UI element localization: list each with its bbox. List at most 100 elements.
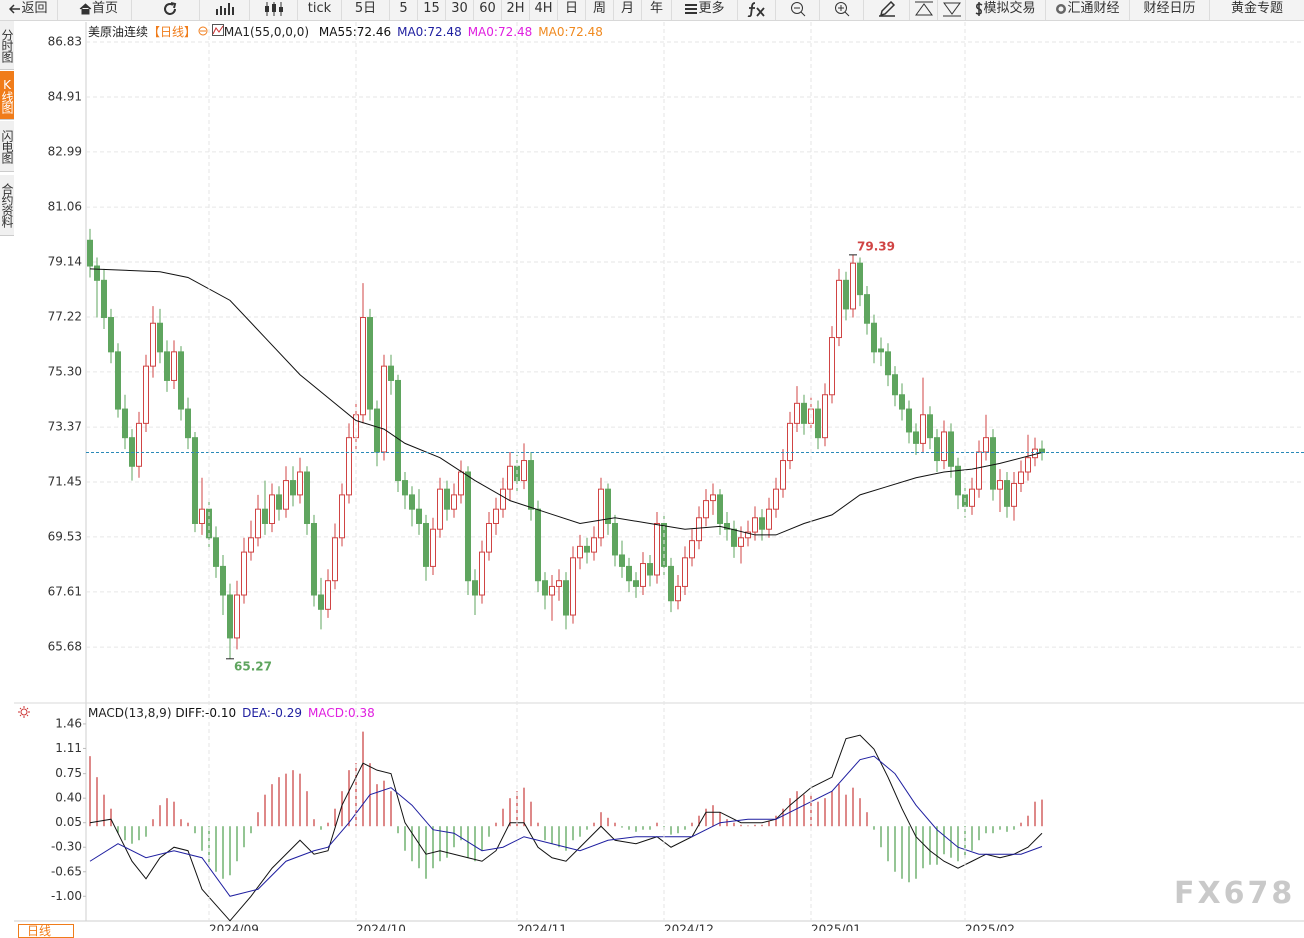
candle-body — [836, 279, 842, 339]
bar-icon — [215, 2, 234, 15]
ma-legend-entry: MA0:72.48 — [467, 25, 533, 39]
candle-body — [115, 351, 121, 410]
candle-body — [759, 517, 765, 530]
period-button[interactable]: 月 — [614, 0, 642, 20]
sim-trade-button[interactable]: 模拟交易 — [966, 0, 1046, 20]
up-button[interactable] — [910, 0, 938, 20]
candle-body — [843, 279, 849, 310]
side-tab[interactable]: 闪电图 — [0, 121, 14, 172]
bar-chart-button[interactable] — [200, 0, 250, 20]
candle-body — [206, 508, 212, 539]
candle-body — [451, 494, 457, 510]
period-button[interactable]: 15 — [418, 0, 446, 20]
period-button[interactable]: 日 — [558, 0, 586, 20]
candle-body — [815, 408, 821, 439]
candle-body — [668, 565, 674, 602]
gold-button[interactable]: 黄金专题 — [1230, 1, 1283, 16]
period-button[interactable]: tick — [298, 0, 342, 20]
y-tick-label: 73.37 — [48, 420, 82, 434]
toggle-icon[interactable] — [198, 26, 208, 36]
candle-body — [1004, 480, 1010, 507]
candle-body — [493, 508, 499, 524]
candle-body — [913, 431, 919, 444]
candle-body — [374, 408, 380, 453]
candle-body — [381, 365, 387, 453]
settings-icon[interactable] — [18, 706, 30, 718]
back-label: 返回 — [21, 1, 48, 16]
side-tab[interactable]: 合约资料 — [0, 175, 14, 236]
macd-legend-entry: MACD:0.38 — [308, 706, 375, 720]
candle-body — [304, 471, 310, 524]
candle-body — [976, 451, 982, 490]
candle-body — [633, 580, 639, 587]
candle-body — [360, 317, 366, 416]
calendar-button[interactable]: 财经日历 — [1130, 0, 1210, 20]
refresh-icon — [163, 1, 176, 15]
candle-body — [766, 508, 772, 530]
period-button[interactable]: 年 — [642, 0, 672, 20]
candle-body — [801, 402, 807, 424]
candle-body — [437, 488, 443, 530]
candle-body — [1025, 457, 1031, 473]
period-button[interactable]: 4H — [530, 0, 558, 20]
candle-body — [94, 265, 100, 281]
y-tick-label: 67.61 — [48, 584, 82, 598]
side-tab-active[interactable]: K线图 — [0, 71, 14, 120]
y-tick-label: -1.00 — [51, 889, 82, 903]
candle-body — [626, 565, 632, 582]
zoom-out-button[interactable] — [776, 0, 820, 20]
candle-body — [535, 508, 541, 582]
period-button[interactable]: 2H — [502, 0, 530, 20]
candle-body — [143, 365, 149, 424]
y-tick-label: 69.53 — [48, 529, 82, 543]
candle-body — [269, 494, 275, 524]
period-button[interactable]: 60 — [474, 0, 502, 20]
candle-body — [157, 322, 163, 353]
y-tick-label: 71.45 — [48, 475, 82, 489]
x-tick-label: 2024/09 — [209, 923, 259, 932]
y-tick-label: 1.11 — [55, 741, 82, 755]
candle-body — [388, 365, 394, 381]
period-button[interactable]: 5日 — [342, 0, 390, 20]
back-button[interactable]: 返回 — [0, 0, 58, 20]
candle-body — [724, 522, 730, 530]
draw-button[interactable] — [864, 0, 910, 20]
home-icon — [79, 2, 92, 14]
candle-body — [311, 522, 317, 596]
macd-line — [89, 734, 1043, 922]
ma-legend-entry: MA55:72.46 — [318, 25, 392, 39]
period-button[interactable]: 周 — [586, 0, 614, 20]
candle-body — [941, 431, 947, 462]
bottom-tab[interactable]: 日线 — [18, 924, 74, 938]
x-tick-label: 2024/10 — [356, 923, 406, 932]
candle-body — [640, 563, 646, 587]
refresh-button[interactable] — [140, 0, 200, 20]
x-tick-label: 2025/02 — [965, 923, 1015, 932]
period-button[interactable]: 5 — [390, 0, 418, 20]
candle-body — [1018, 471, 1024, 484]
candle-body — [444, 488, 450, 510]
side-tab[interactable]: 分时图 — [0, 21, 14, 70]
indicator-icon[interactable] — [211, 24, 224, 36]
x-tick-label: 2024/11 — [517, 923, 567, 932]
candle-body — [654, 522, 660, 576]
candle-body — [255, 508, 261, 539]
candle-body — [192, 437, 198, 524]
candle-chart-button[interactable] — [250, 0, 298, 20]
down-button[interactable] — [938, 0, 966, 20]
candle-body — [577, 545, 583, 559]
candle-body — [129, 437, 135, 467]
candle-body — [220, 565, 226, 596]
candle-body — [185, 408, 191, 439]
news-button[interactable]: 汇通财经 — [1046, 0, 1130, 20]
candle-body — [213, 537, 219, 567]
period-button[interactable]: 30 — [446, 0, 474, 20]
zoom-in-button[interactable] — [820, 0, 864, 20]
more-button[interactable]: 更多 — [672, 0, 738, 20]
formula-button[interactable] — [738, 0, 776, 20]
candle-body — [787, 422, 793, 462]
back-icon — [9, 3, 21, 14]
candle-body — [87, 239, 93, 267]
home-button[interactable]: 首页 — [66, 0, 132, 20]
